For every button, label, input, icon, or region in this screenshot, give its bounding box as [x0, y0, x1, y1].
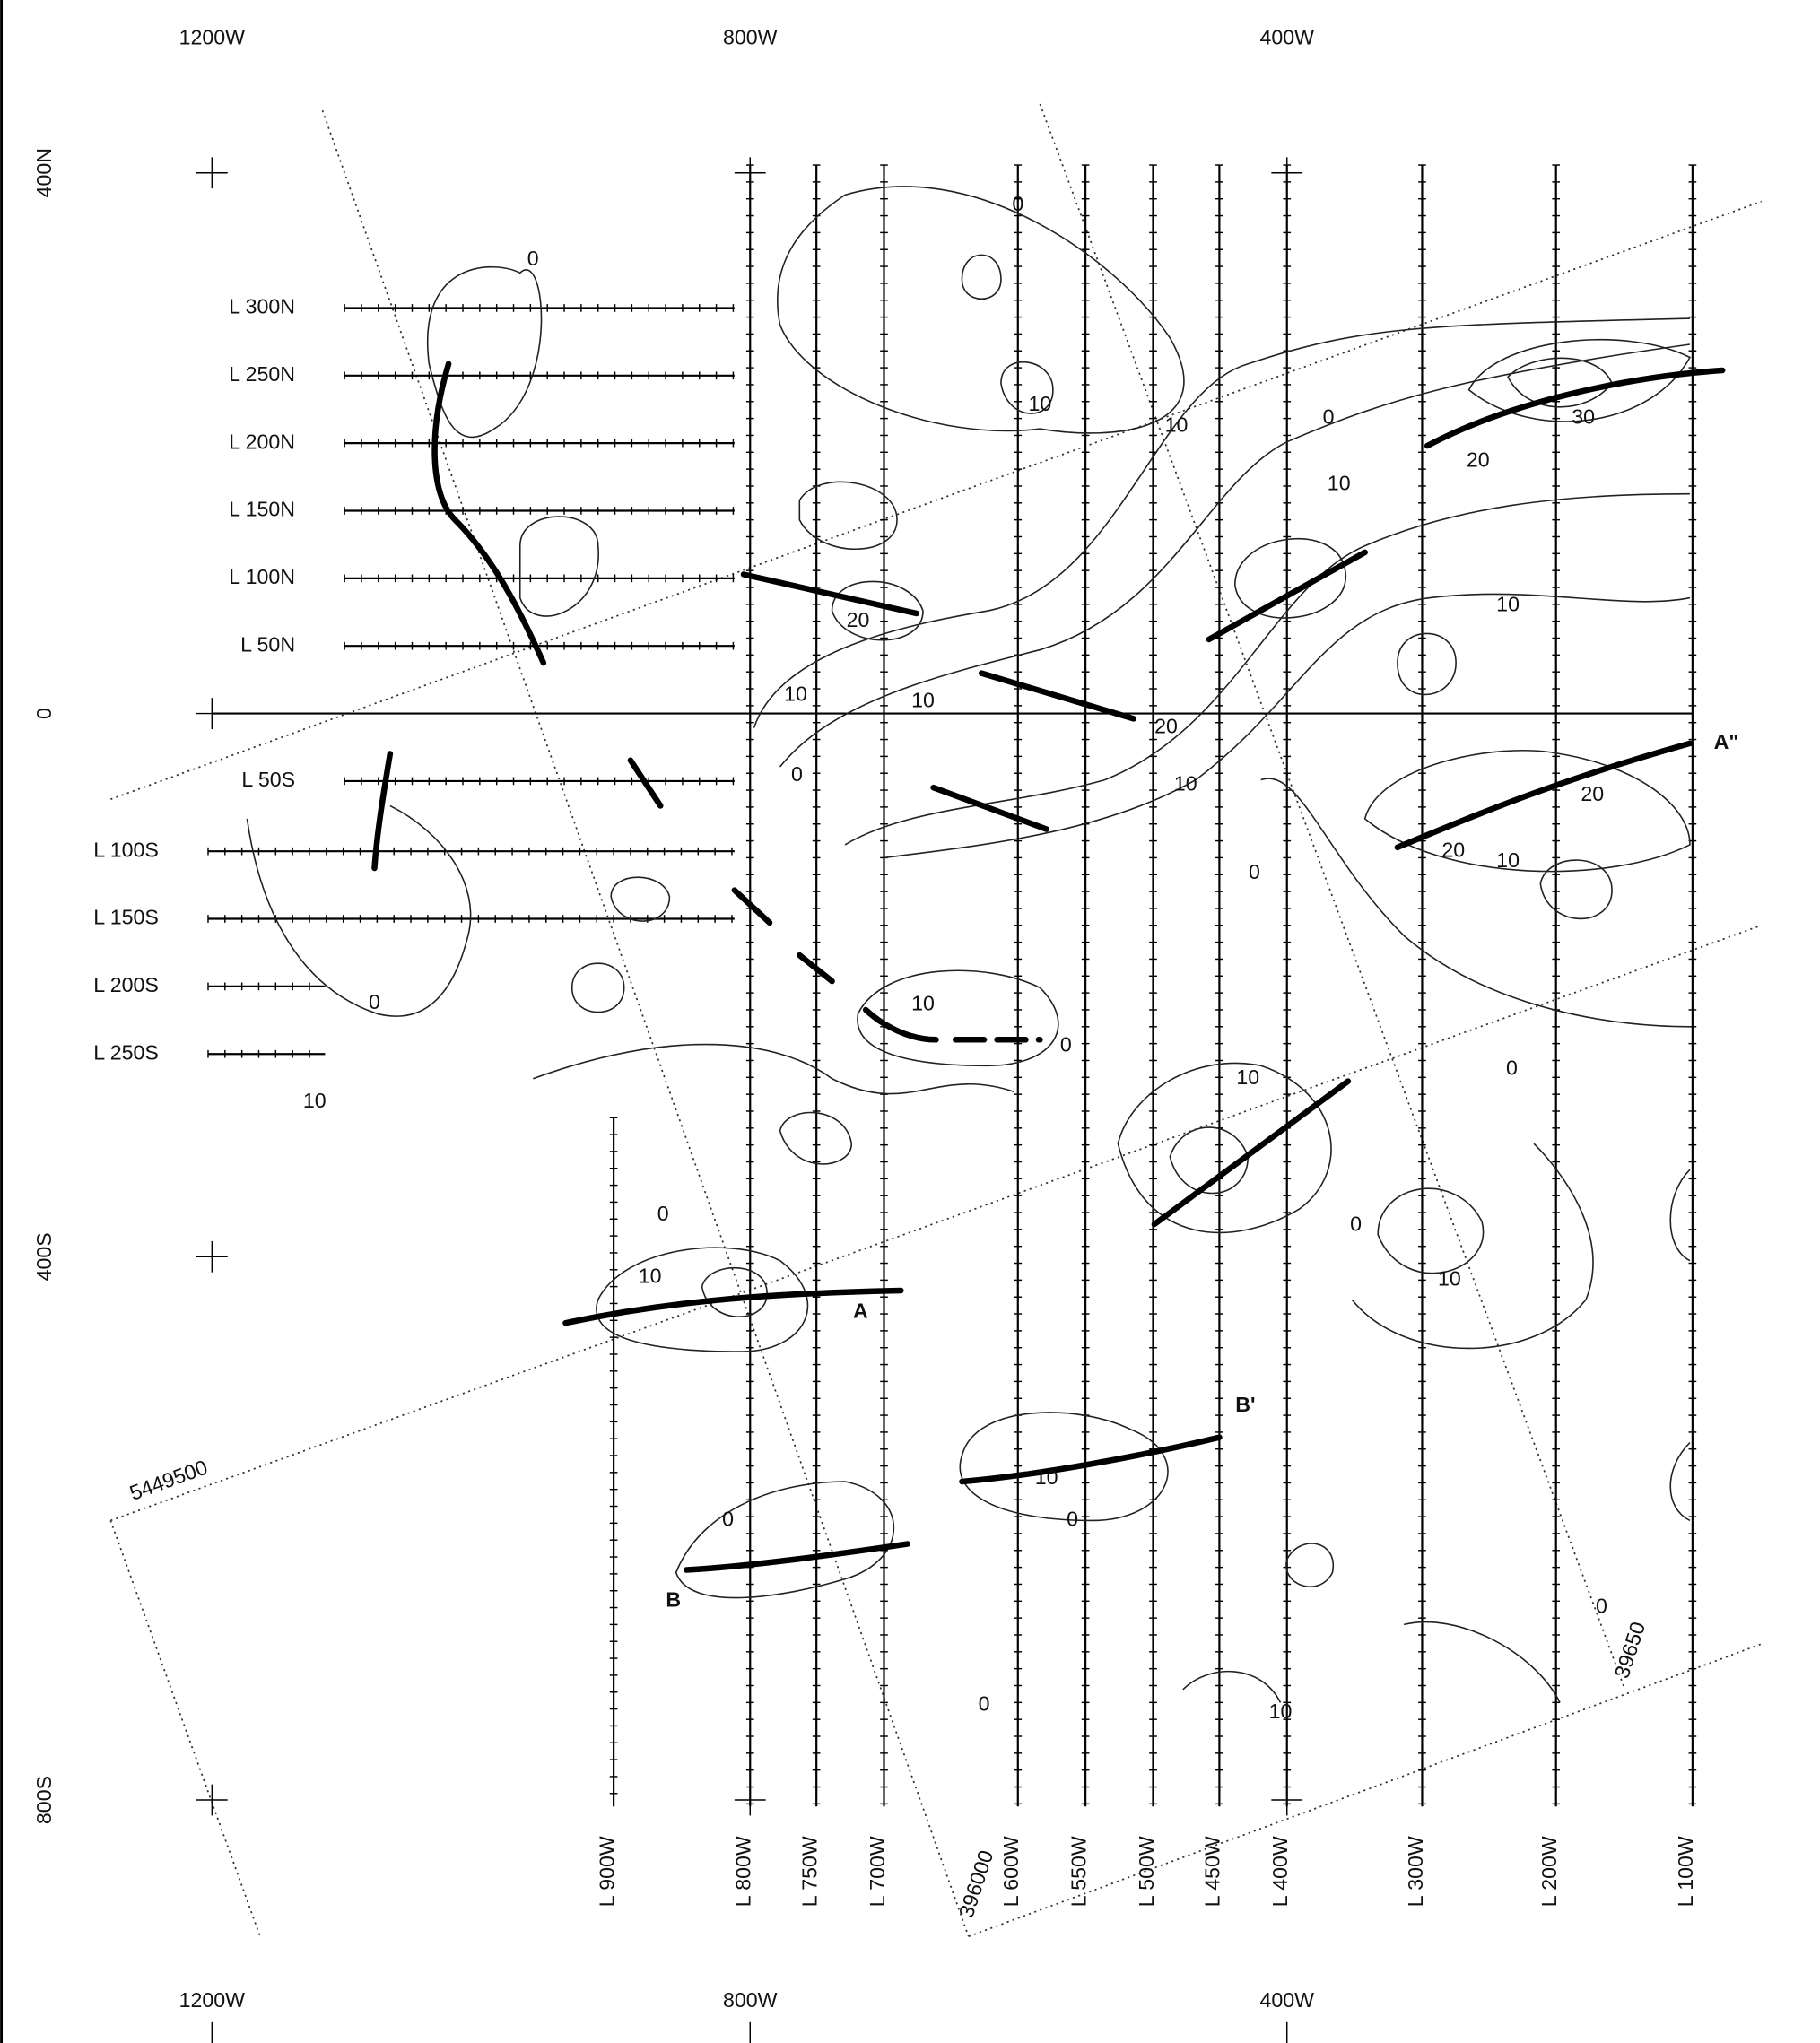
contour-label: 0: [1323, 405, 1335, 429]
profile-label: A": [1714, 730, 1739, 753]
contour-label: 0: [1506, 1056, 1518, 1080]
contour-label: 10: [1496, 592, 1520, 615]
contour-label: 10: [911, 991, 935, 1014]
left-axis-label: 0: [32, 708, 56, 719]
bottom-axis-label: 800W: [723, 1988, 778, 2012]
survey-line-label: L 200W: [1537, 1836, 1561, 1907]
bottom-axis-label: 400W: [1259, 1988, 1314, 2012]
contour-label: 10: [1035, 1465, 1058, 1489]
contour-label: 0: [369, 990, 380, 1013]
contour-label: 10: [1496, 848, 1520, 872]
contour-label: 20: [847, 608, 870, 631]
contour-label: 10: [303, 1089, 327, 1112]
contour-label: 0: [722, 1508, 734, 1531]
contour-label: 20: [1154, 715, 1178, 738]
body: L 300N L 250N L 200N L 150N L 100N L 50N L 50S…: [0, 0, 1820, 2043]
profile-label: B': [1235, 1393, 1255, 1416]
contour-label: 10: [1236, 1065, 1259, 1089]
contour-label: 10: [1174, 771, 1197, 795]
contour-label: 0: [657, 1202, 669, 1225]
contour-label: 0: [1067, 1508, 1078, 1531]
contour-label: 10: [1438, 1266, 1461, 1290]
survey-line-label: L 100W: [1674, 1836, 1697, 1907]
survey-line-label: L 150S: [93, 906, 159, 929]
profile-label: A: [853, 1300, 868, 1323]
survey-line-label: L 100N: [229, 565, 295, 588]
contour-label: 10: [639, 1265, 662, 1288]
survey-line-label: L 550W: [1067, 1836, 1090, 1907]
left-axis-label: 800S: [32, 1776, 56, 1824]
contour-label: 10: [1328, 472, 1351, 495]
top-axis-label: 400W: [1259, 26, 1314, 49]
survey-line-label: L 200N: [229, 430, 295, 453]
contour-label: 10: [911, 689, 935, 712]
contour-label: 10: [1269, 1700, 1293, 1723]
survey-line-label: L 100S: [93, 838, 159, 861]
contour-label: 0: [1249, 860, 1260, 883]
survey-line-label: L 50S: [241, 768, 295, 791]
survey-line-label: L 200S: [93, 973, 159, 996]
contour-label: 0: [1596, 1595, 1607, 1618]
contour-label: 20: [1441, 838, 1465, 861]
survey-line-label: L 500W: [1135, 1836, 1158, 1907]
survey-line-label: L 450W: [1201, 1836, 1224, 1907]
contour-label: 30: [1572, 405, 1595, 429]
contour-label: 20: [1581, 782, 1604, 805]
contour-label: 0: [1012, 192, 1023, 215]
page: { "top_axis": ["1200W", "800W", "400W"],…: [0, 0, 1820, 2043]
survey-line-label: L 250S: [93, 1040, 159, 1064]
contour-label: 0: [979, 1691, 990, 1715]
contour-label: 20: [1467, 448, 1490, 472]
contour-label: 0: [791, 762, 803, 786]
survey-line-label: L 300N: [229, 295, 295, 318]
bottom-axis-label: 1200W: [179, 1988, 246, 2012]
profile-label: B: [666, 1587, 681, 1611]
survey-line-label: L 300W: [1404, 1836, 1427, 1907]
survey-line-label: L 900W: [595, 1836, 618, 1907]
contour-label: 0: [1350, 1213, 1362, 1236]
left-axis-label: 400S: [32, 1232, 56, 1281]
left-axis-label: 400N: [32, 148, 56, 197]
survey-line-label: L 800W: [732, 1836, 755, 1907]
top-axis-label: 800W: [723, 26, 778, 49]
top-axis-label: 1200W: [179, 26, 246, 49]
contour-label: 10: [1165, 413, 1189, 436]
contour-label: 10: [784, 682, 807, 705]
contour-label: 0: [527, 247, 539, 270]
map: L 300N L 250N L 200N L 150N L 100N L 50N L 50S…: [0, 0, 1820, 2043]
survey-line-label: L 50N: [240, 632, 295, 656]
survey-line-label: L 150N: [229, 498, 295, 521]
contour-label: 10: [1029, 392, 1052, 415]
survey-line-label: L 250N: [229, 362, 295, 386]
survey-line-label: L 400W: [1268, 1836, 1292, 1907]
survey-line-label: L 750W: [797, 1836, 821, 1907]
survey-line-label: L 600W: [999, 1836, 1023, 1907]
survey-line-label: L 700W: [866, 1836, 889, 1907]
contour-label: 0: [1060, 1033, 1072, 1056]
